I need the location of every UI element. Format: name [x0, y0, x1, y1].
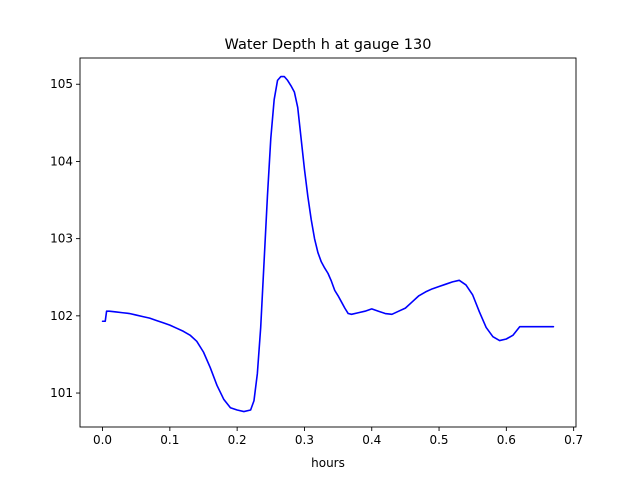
series-line-0 [101, 75, 555, 413]
y-tick-label: 102 [50, 309, 73, 323]
chart-title: Water Depth h at gauge 130 [225, 37, 432, 53]
y-tick-label: 104 [50, 154, 73, 168]
x-tick-label: 0.4 [362, 433, 381, 447]
x-tick-label: 0.6 [497, 433, 516, 447]
x-tick-label: 0.5 [429, 433, 448, 447]
x-tick-label: 0.0 [93, 433, 112, 447]
x-tick-label: 0.1 [160, 433, 179, 447]
x-axis: 0.0 0.1 0.2 0.3 0.4 0.5 0.6 0.7 [93, 427, 583, 447]
y-tick-label: 103 [50, 232, 73, 246]
x-axis-label: hours [311, 456, 345, 470]
plot-area [79, 57, 577, 428]
x-tick-label: 0.2 [228, 433, 247, 447]
y-axis: 101 102 103 104 105 [50, 77, 80, 400]
x-tick-label: 0.7 [564, 433, 583, 447]
y-tick-label: 105 [50, 77, 73, 91]
plot-frame [79, 57, 577, 428]
y-tick-label: 101 [50, 386, 73, 400]
x-tick-label: 0.3 [295, 433, 314, 447]
